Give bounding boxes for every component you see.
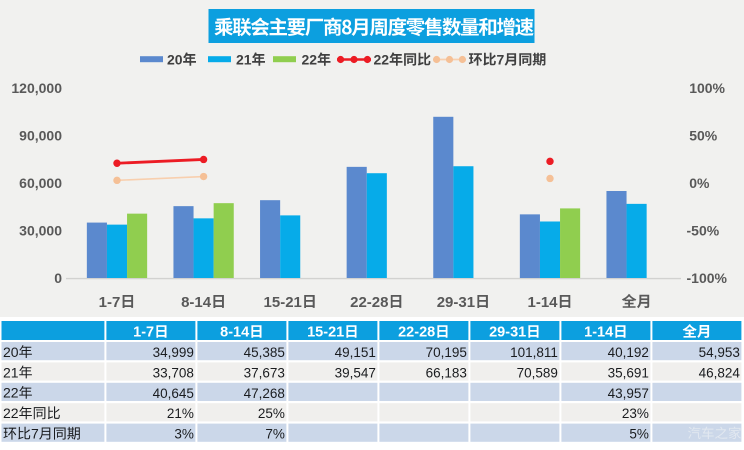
svg-text:22: 22 bbox=[3, 405, 19, 421]
svg-text:7: 7 bbox=[497, 51, 505, 67]
svg-text:21: 21 bbox=[236, 51, 252, 67]
svg-text:15-21: 15-21 bbox=[307, 325, 344, 341]
svg-text:100%: 100% bbox=[689, 80, 725, 96]
svg-text:45,385: 45,385 bbox=[244, 345, 285, 360]
svg-text:22-28: 22-28 bbox=[350, 294, 388, 311]
svg-text:35,691: 35,691 bbox=[608, 365, 649, 380]
svg-text:3%: 3% bbox=[174, 427, 194, 442]
svg-text:46,824: 46,824 bbox=[699, 365, 741, 380]
svg-text:22-28: 22-28 bbox=[398, 325, 435, 341]
svg-text:7: 7 bbox=[31, 426, 39, 442]
svg-text:29-31: 29-31 bbox=[437, 294, 475, 311]
svg-text:70,589: 70,589 bbox=[517, 365, 558, 380]
svg-text:34,999: 34,999 bbox=[153, 345, 194, 360]
svg-text:15-21: 15-21 bbox=[264, 294, 302, 311]
svg-text:50%: 50% bbox=[689, 127, 718, 143]
svg-text:21: 21 bbox=[3, 364, 19, 380]
svg-text:90,000: 90,000 bbox=[19, 127, 62, 143]
svg-text:54,953: 54,953 bbox=[699, 345, 740, 360]
svg-text:22: 22 bbox=[302, 51, 318, 67]
svg-text:20: 20 bbox=[3, 344, 19, 360]
svg-text:30,000: 30,000 bbox=[19, 222, 62, 238]
svg-text:8-14: 8-14 bbox=[181, 294, 212, 311]
svg-text:25%: 25% bbox=[258, 406, 285, 421]
svg-text:-100%: -100% bbox=[687, 270, 728, 286]
svg-text:40,645: 40,645 bbox=[153, 386, 194, 401]
svg-text:70,195: 70,195 bbox=[426, 345, 467, 360]
svg-text:22: 22 bbox=[374, 51, 390, 67]
svg-text:22: 22 bbox=[3, 385, 19, 401]
svg-text:47,268: 47,268 bbox=[244, 386, 285, 401]
svg-text:120,000: 120,000 bbox=[11, 80, 62, 96]
svg-text:40,192: 40,192 bbox=[608, 345, 649, 360]
svg-text:101,811: 101,811 bbox=[510, 345, 558, 360]
svg-text:23%: 23% bbox=[622, 406, 649, 421]
svg-text:37,673: 37,673 bbox=[244, 365, 285, 380]
svg-text:-50%: -50% bbox=[687, 222, 720, 238]
svg-text:1-7: 1-7 bbox=[99, 294, 121, 311]
svg-text:20: 20 bbox=[167, 51, 183, 67]
svg-text:7%: 7% bbox=[265, 427, 285, 442]
svg-text:29-31: 29-31 bbox=[489, 325, 526, 341]
svg-text:33,708: 33,708 bbox=[153, 365, 194, 380]
svg-text:1-14: 1-14 bbox=[527, 294, 558, 311]
svg-text:60,000: 60,000 bbox=[19, 175, 62, 191]
svg-text:1-7: 1-7 bbox=[133, 325, 154, 341]
svg-text:1-14: 1-14 bbox=[584, 325, 613, 341]
svg-text:66,183: 66,183 bbox=[426, 365, 467, 380]
svg-text:0: 0 bbox=[54, 270, 62, 286]
svg-text:21%: 21% bbox=[167, 406, 194, 421]
svg-text:0%: 0% bbox=[689, 175, 710, 191]
svg-text:8-14: 8-14 bbox=[220, 325, 249, 341]
svg-text:5%: 5% bbox=[629, 427, 649, 442]
svg-text:39,547: 39,547 bbox=[335, 365, 376, 380]
svg-text:43,957: 43,957 bbox=[608, 386, 649, 401]
svg-text:49,151: 49,151 bbox=[335, 345, 376, 360]
